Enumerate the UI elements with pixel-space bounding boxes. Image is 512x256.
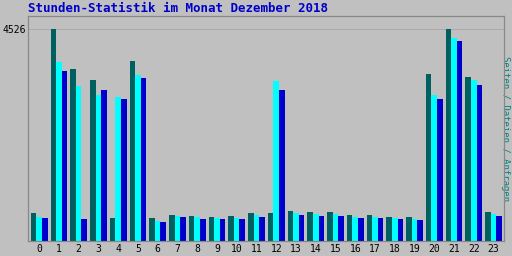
Bar (358, 218, 364, 241)
Bar (220, 219, 225, 241)
Bar (180, 218, 186, 241)
Bar (313, 215, 318, 241)
Bar (76, 86, 81, 241)
Bar (56, 62, 62, 241)
Bar (175, 216, 180, 241)
Bar (279, 90, 285, 241)
Bar (116, 97, 121, 241)
Bar (412, 219, 417, 241)
Bar (101, 90, 107, 241)
Bar (36, 217, 42, 241)
Bar (451, 38, 457, 241)
Bar (477, 85, 482, 241)
Bar (352, 217, 358, 241)
Bar (228, 216, 234, 241)
Bar (90, 80, 96, 241)
Bar (110, 218, 116, 241)
Bar (333, 215, 338, 241)
Bar (496, 216, 502, 241)
Bar (338, 216, 344, 241)
Bar (406, 218, 412, 241)
Bar (234, 218, 240, 241)
Bar (42, 218, 48, 241)
Bar (465, 77, 471, 241)
Bar (130, 61, 135, 241)
Bar (31, 214, 36, 241)
Bar (259, 217, 265, 241)
Bar (254, 215, 259, 241)
Bar (307, 212, 313, 241)
Bar (160, 222, 166, 241)
Bar (372, 217, 378, 241)
Bar (141, 78, 146, 241)
Bar (437, 99, 442, 241)
Bar (367, 215, 372, 241)
Bar (96, 95, 101, 241)
Bar (490, 215, 496, 241)
Bar (71, 69, 76, 241)
Bar (318, 216, 324, 241)
Bar (169, 215, 175, 241)
Bar (81, 219, 87, 241)
Bar (347, 215, 352, 241)
Bar (135, 75, 141, 241)
Bar (426, 74, 432, 241)
Bar (485, 212, 490, 241)
Bar (378, 218, 383, 241)
Bar (417, 220, 423, 241)
Bar (268, 213, 273, 241)
Bar (155, 221, 160, 241)
Bar (51, 29, 56, 241)
Bar (446, 29, 451, 241)
Text: Stunden-Statistik im Monat Dezember 2018: Stunden-Statistik im Monat Dezember 2018 (28, 2, 328, 15)
Bar (327, 212, 333, 241)
Bar (273, 81, 279, 241)
Bar (248, 213, 254, 241)
Bar (195, 218, 200, 241)
Bar (240, 219, 245, 241)
Y-axis label: Seiten / Dateien / Anfragen: Seiten / Dateien / Anfragen (501, 56, 510, 201)
Bar (397, 219, 403, 241)
Bar (121, 99, 126, 241)
Bar (200, 219, 205, 241)
Bar (299, 215, 304, 241)
Bar (62, 71, 67, 241)
Bar (214, 218, 220, 241)
Bar (209, 217, 214, 241)
Bar (457, 41, 462, 241)
Bar (189, 216, 195, 241)
Bar (392, 218, 397, 241)
Bar (387, 217, 392, 241)
Bar (432, 95, 437, 241)
Bar (471, 80, 477, 241)
Bar (293, 214, 299, 241)
Bar (150, 218, 155, 241)
Bar (288, 211, 293, 241)
